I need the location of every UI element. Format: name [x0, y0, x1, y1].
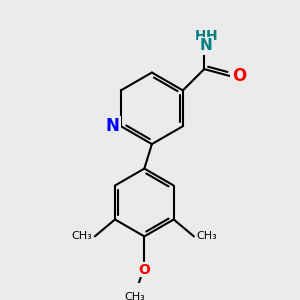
Text: O: O: [232, 67, 246, 85]
Text: CH₃: CH₃: [71, 231, 92, 242]
Text: H: H: [206, 29, 218, 43]
Text: N: N: [200, 38, 212, 53]
Text: CH₃: CH₃: [197, 231, 218, 242]
Text: N: N: [106, 117, 119, 135]
Text: CH₃: CH₃: [124, 292, 145, 300]
Text: H: H: [195, 29, 206, 43]
Text: O: O: [138, 263, 150, 277]
